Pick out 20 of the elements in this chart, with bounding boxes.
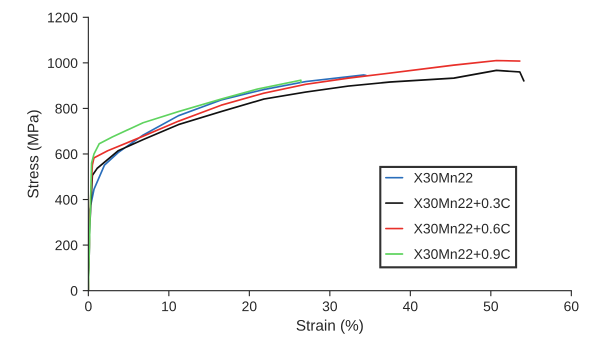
y-tick-label: 0 <box>70 286 78 296</box>
y-tick-label: 200 <box>55 240 78 250</box>
x-tick-label: 10 <box>162 301 176 312</box>
y-tick-label: 1200 <box>48 12 78 22</box>
x-tick-label: 20 <box>242 301 257 312</box>
legend-label: X30Mn22 <box>414 172 472 183</box>
y-tick-label: 400 <box>55 194 78 205</box>
legend-label: X30Mn22+0.3C <box>414 198 510 208</box>
x-tick-label: 0 <box>85 301 92 312</box>
x-tick-label: 30 <box>322 301 338 312</box>
y-tick-label: 800 <box>55 104 78 114</box>
x-tick-label: 60 <box>564 301 579 312</box>
y-tick-label: 600 <box>55 149 78 160</box>
legend-label: X30Mn22+0.9C <box>414 249 510 259</box>
y-axis-title: Stress (MPa) <box>27 110 42 198</box>
legend-label: X30Mn22+0.6C <box>414 224 510 234</box>
x-axis-title: Strain (%) <box>296 320 363 334</box>
x-tick-label: 50 <box>484 301 498 312</box>
y-tick-label: 1000 <box>48 58 78 68</box>
x-tick-label: 40 <box>402 301 418 312</box>
